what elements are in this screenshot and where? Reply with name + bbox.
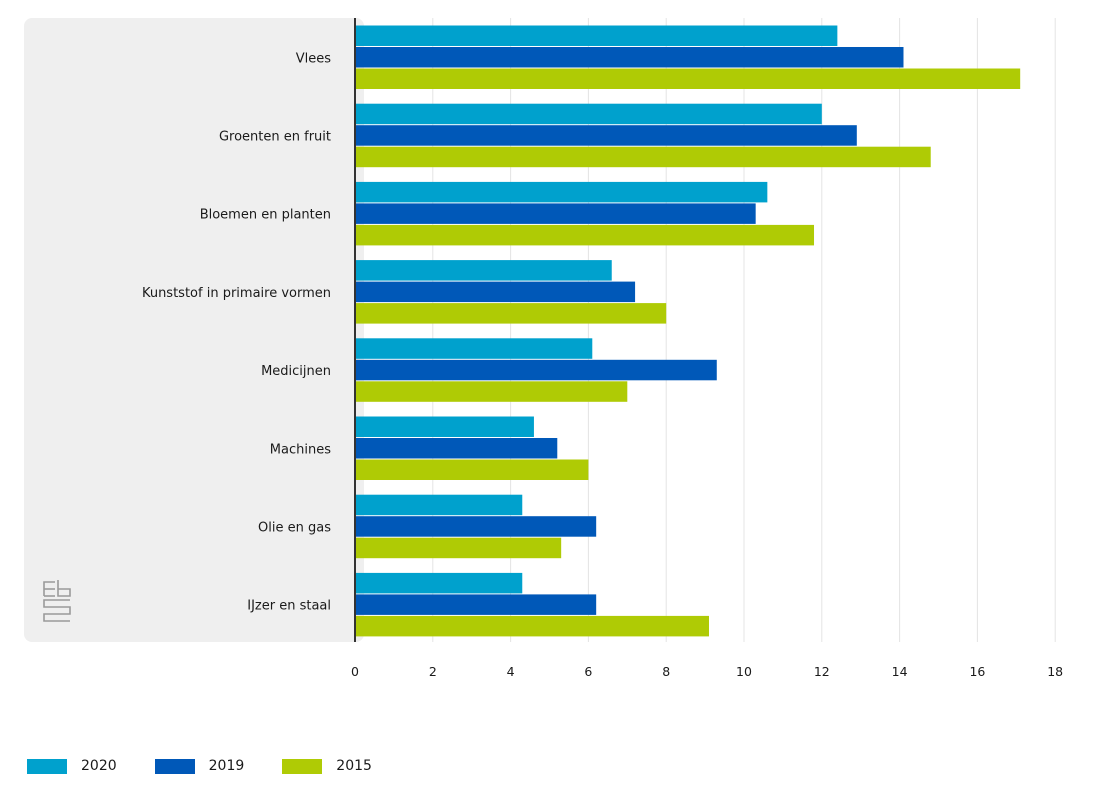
bar-2020-3 (355, 260, 612, 281)
bar-2020-7 (355, 572, 523, 594)
bar-2019-6 (355, 516, 597, 537)
bar-2019-3 (355, 281, 636, 303)
bar-2020-6 (355, 494, 523, 516)
bar-2015-2 (355, 224, 815, 246)
legend: 2020 2019 2015 (27, 758, 410, 774)
bar-2015-6 (355, 537, 562, 559)
x-tick-labels: 0 2 4 6 8 10 12 14 16 18 (351, 664, 1063, 679)
legend-label-2019: 2019 (208, 758, 245, 774)
x-tick-label: 8 (662, 664, 670, 679)
legend-swatch-2015 (282, 758, 323, 774)
legend-item-2019: 2019 (154, 758, 245, 774)
bar-2019-2 (355, 203, 756, 224)
legend-swatch-2020 (27, 758, 67, 774)
bar-2020-2 (355, 181, 768, 203)
bar-2019-0 (355, 47, 904, 68)
legend-label-2015: 2015 (336, 758, 372, 774)
legend-item-2020: 2020 (27, 758, 117, 774)
legend-swatch-2019 (154, 758, 195, 774)
bar-2020-5 (355, 416, 534, 437)
category-label: IJzer en staal (247, 599, 331, 614)
category-panel-background (24, 18, 364, 642)
bar-2015-5 (355, 459, 589, 480)
bar-2019-7 (355, 594, 597, 615)
x-tick-label: 10 (736, 664, 752, 679)
x-tick-label: 0 (351, 664, 359, 679)
category-label: Kunststof in primaire vormen (142, 286, 331, 301)
bar-2020-0 (355, 25, 838, 46)
x-tick-label: 12 (814, 664, 830, 679)
x-tick-label: 16 (969, 664, 985, 679)
bar-2015-4 (355, 381, 628, 402)
legend-label-2020: 2020 (81, 758, 117, 774)
bar-2019-4 (355, 359, 717, 381)
category-label: Groenten en fruit (219, 129, 331, 144)
bar-2019-1 (355, 125, 857, 146)
x-tick-label: 18 (1047, 664, 1063, 679)
cbs-logo-icon (43, 580, 71, 622)
x-tick-label: 6 (584, 664, 592, 679)
bar-2020-4 (355, 338, 593, 359)
bars (355, 25, 1021, 637)
bar-2019-5 (355, 438, 558, 459)
bar-2015-3 (355, 303, 667, 324)
category-label: Olie en gas (258, 520, 331, 535)
category-label: Vlees (296, 51, 332, 66)
category-labels: Vlees Groenten en fruit Bloemen en planten… (142, 51, 331, 613)
x-tick-label: 2 (429, 664, 437, 679)
category-label: Machines (270, 442, 331, 457)
bar-2020-1 (355, 103, 822, 125)
x-tick-label: 4 (507, 664, 515, 679)
bar-2015-0 (355, 68, 1021, 89)
category-label: Medicijnen (261, 364, 331, 379)
x-tick-label: 14 (892, 664, 908, 679)
bar-chart: Vlees Groenten en fruit Bloemen en planten… (24, 18, 1063, 679)
bar-2015-1 (355, 146, 931, 168)
category-label: Bloemen en planten (200, 208, 331, 223)
bar-2015-7 (355, 615, 709, 637)
legend-item-2015: 2015 (282, 758, 372, 774)
